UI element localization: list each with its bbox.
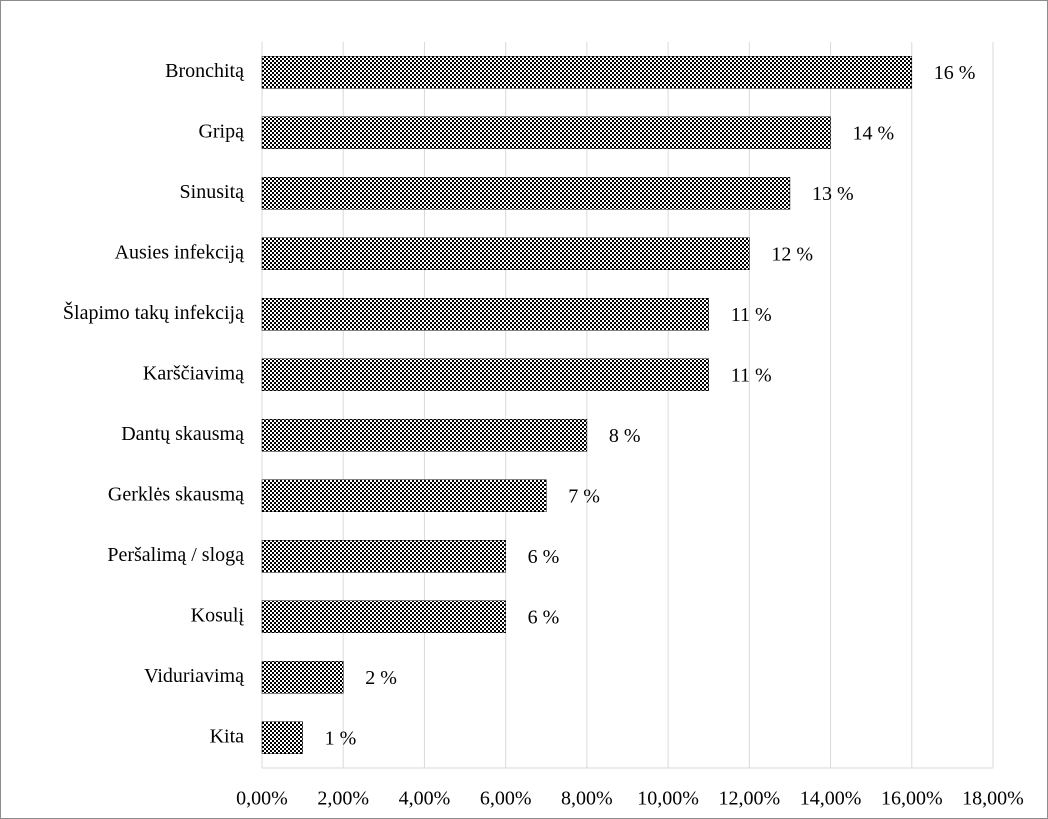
value-label: 16 % [934, 62, 976, 84]
y-tick-label: Bronchitą [165, 60, 245, 82]
x-tick-label: 6,00% [480, 788, 532, 810]
value-label: 12 % [771, 243, 813, 265]
bar [261, 600, 506, 633]
value-label: 6 % [528, 606, 560, 628]
y-tick-label: Sinusitą [180, 181, 246, 203]
value-label: 8 % [609, 425, 641, 447]
x-tick-label: 2,00% [317, 788, 369, 810]
y-tick-label: Viduriavimą [144, 665, 245, 687]
value-label: 14 % [853, 122, 895, 144]
value-label: 11 % [731, 364, 772, 386]
value-label: 2 % [365, 667, 397, 689]
x-tick-label: 4,00% [399, 788, 451, 810]
bar [261, 298, 709, 331]
x-tick-label: 18,00% [962, 788, 1024, 810]
bar [261, 237, 750, 270]
y-tick-label: Gripą [198, 120, 245, 142]
y-tick-label: Peršalimą / slogą [107, 544, 245, 566]
bar [261, 56, 913, 89]
bar [261, 358, 709, 391]
y-tick-label: Ausies infekciją [115, 241, 246, 263]
bar [261, 479, 547, 512]
y-tick-label: Kita [210, 725, 245, 747]
x-tick-label: 10,00% [637, 788, 699, 810]
y-tick-label: Karščiavimą [143, 362, 245, 384]
x-tick-label: 16,00% [881, 788, 943, 810]
y-tick-label: Kosulį [191, 604, 245, 626]
y-tick-label: Šlapimo takų infekciją [63, 300, 245, 324]
x-tick-label: 8,00% [561, 788, 613, 810]
value-label: 7 % [568, 485, 600, 507]
y-tick-label: Gerklės skausmą [108, 483, 245, 505]
x-tick-label: 14,00% [800, 788, 862, 810]
bar [261, 177, 791, 210]
bar [261, 116, 831, 149]
value-label: 1 % [325, 727, 357, 749]
value-label: 13 % [812, 183, 854, 205]
bar [261, 661, 344, 694]
x-tick-label: 0,00% [236, 788, 288, 810]
bar [261, 540, 506, 573]
bar [261, 419, 588, 452]
bar [261, 721, 303, 754]
y-tick-label: Dantų skausmą [121, 423, 245, 445]
value-label: 6 % [528, 546, 560, 568]
value-label: 11 % [731, 304, 772, 326]
x-tick-label: 12,00% [718, 788, 780, 810]
